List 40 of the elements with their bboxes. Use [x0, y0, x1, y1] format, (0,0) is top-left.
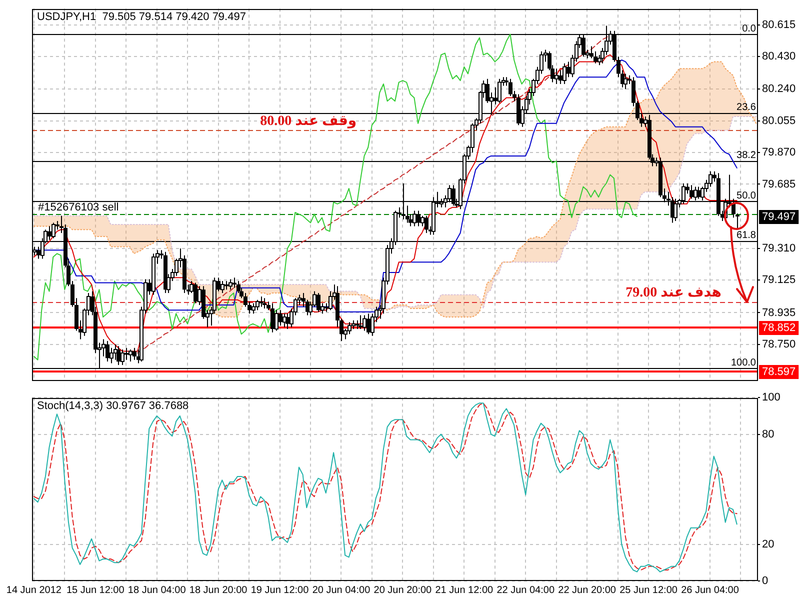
x-tick-label: 20 Jun 04:00	[312, 584, 371, 596]
annotation: 50.0	[736, 190, 756, 202]
annotation: 100.0	[730, 357, 756, 368]
x-tick-label: 20 Jun 20:00	[374, 584, 432, 596]
y-tick-label: 20	[762, 538, 774, 550]
y-tick-label: 79.310	[762, 242, 796, 254]
annotation: 0.0	[742, 23, 756, 34]
ref-line-label: 78.852	[762, 322, 796, 334]
y-tick-label: 78.935	[762, 306, 796, 319]
x-tick-label: 15 Jun 12:00	[66, 584, 125, 596]
ref-line-label: 78.597	[762, 366, 796, 378]
y-tick-label: 80	[762, 428, 774, 440]
y-tick-label: 79.125	[762, 274, 796, 286]
x-tick-label: 21 Jun 12:00	[435, 584, 494, 596]
x-tick-label: 26 Jun 04:00	[681, 584, 740, 596]
chart-title: USDJPY,H1 79.505 79.514 79.420 79.497	[37, 11, 246, 24]
annotation: 38.2	[736, 150, 756, 162]
y-tick-label: 79.870	[762, 146, 796, 159]
x-tick-label: 19 Jun 12:00	[250, 584, 310, 596]
x-tick-label: 22 Jun 20:00	[558, 584, 616, 596]
annotation: 23.6	[736, 102, 756, 114]
annotation: هدف عند 79.00	[626, 286, 722, 301]
ref-line-label: #152676103 sell	[38, 202, 119, 214]
annotation: وقف عند 80.00	[260, 114, 357, 130]
y-tick-label: 80.430	[762, 50, 796, 63]
chart-title: Stoch(14,3,3) 30.9767 36.7688	[37, 400, 189, 412]
annotation: 61.8	[736, 230, 756, 241]
x-tick-label: 14 Jun 2012	[6, 584, 62, 596]
y-tick-label: 0	[762, 575, 768, 588]
y-tick-label: 79.685	[762, 178, 796, 190]
annotation: 79.497	[762, 211, 796, 224]
y-tick-label: 100	[762, 392, 780, 404]
y-tick-label: 78.750	[762, 338, 796, 350]
x-tick-label: 25 Jun 12:00	[620, 584, 678, 596]
y-tick-label: 80.055	[762, 114, 796, 127]
y-tick-label: 80.240	[762, 83, 796, 96]
x-tick-label: 18 Jun 04:00	[128, 584, 186, 596]
x-tick-label: 18 Jun 20:00	[189, 584, 248, 596]
x-tick-label: 22 Jun 04:00	[496, 584, 555, 596]
y-tick-label: 80.615	[762, 18, 796, 31]
